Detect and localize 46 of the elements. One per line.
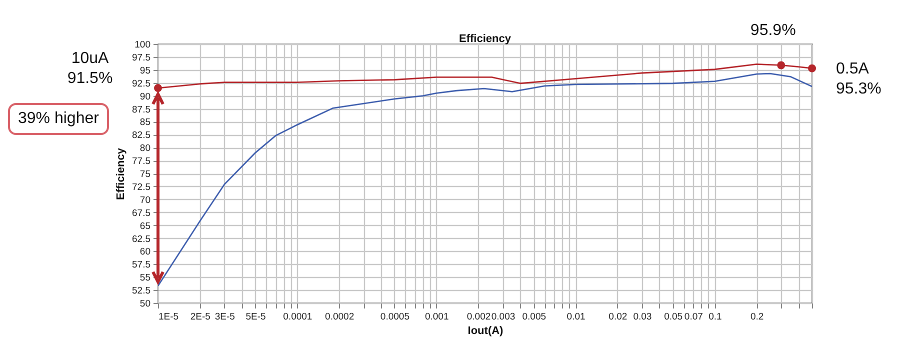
y-tick-label: 55	[140, 272, 150, 284]
x-tick-label: 5E-5	[246, 312, 266, 322]
x-tick-label: 0.2	[750, 312, 764, 322]
y-tick-label: 75	[140, 169, 150, 180]
y-tick-label: 65	[140, 220, 150, 232]
x-tick-label: 3E-5	[214, 312, 235, 322]
y-tick-label: 70	[140, 194, 150, 206]
x-tick-label: 0.001	[424, 312, 449, 322]
y-tick-label: 72.5	[132, 182, 150, 193]
x-tick-label: 1E-5	[158, 312, 179, 322]
y-tick-label: 77.5	[132, 156, 150, 168]
y-tick-label: 100	[134, 40, 150, 50]
x-tick-label: 0.0001	[283, 312, 312, 322]
y-tick-label: 62.5	[132, 234, 150, 245]
y-tick-label: 50	[140, 298, 150, 310]
y-axis-title: Efficiency	[115, 147, 128, 200]
y-tick-label: 80	[140, 143, 150, 154]
x-tick-label: 0.003	[491, 312, 516, 322]
x-tick-label: 0.03	[633, 312, 652, 322]
x-tick-label: 0.01	[566, 312, 586, 322]
x-tick-label: 0.002	[466, 312, 491, 322]
x-tick-label: 0.0005	[380, 312, 410, 322]
y-tick-label: 82.5	[132, 130, 150, 142]
x-axis-title: Iout(A)	[468, 325, 504, 337]
x-tick-label: 0.1	[708, 312, 722, 322]
x-tick-label: 0.05	[664, 312, 683, 322]
y-tick-label: 95	[140, 65, 150, 76]
x-tick-label: 0.02	[608, 312, 628, 322]
chart-title: Efficiency	[459, 33, 512, 46]
y-tick-label: 52.5	[132, 286, 150, 297]
callout-box: 39% higher	[8, 103, 109, 135]
annotation: 0.5A 95.3%	[836, 60, 882, 98]
x-tick-label: 0.07	[684, 312, 703, 322]
y-tick-label: 67.5	[132, 208, 150, 219]
y-tick-label: 97.5	[132, 52, 150, 64]
y-tick-label: 90	[140, 91, 150, 102]
x-tick-label: 0.005	[522, 312, 546, 322]
y-tick-label: 85	[140, 117, 150, 128]
x-tick-label: 2E-5	[190, 312, 210, 322]
y-tick-label: 57.5	[132, 260, 150, 271]
annotation: 95.9%	[750, 22, 796, 40]
y-tick-label: 60	[140, 246, 150, 258]
y-tick-label: 87.5	[132, 104, 150, 116]
annotation: 10uA 91.5%	[67, 50, 113, 88]
x-tick-label: 0.0002	[325, 312, 354, 322]
y-tick-label: 92.5	[132, 78, 150, 90]
